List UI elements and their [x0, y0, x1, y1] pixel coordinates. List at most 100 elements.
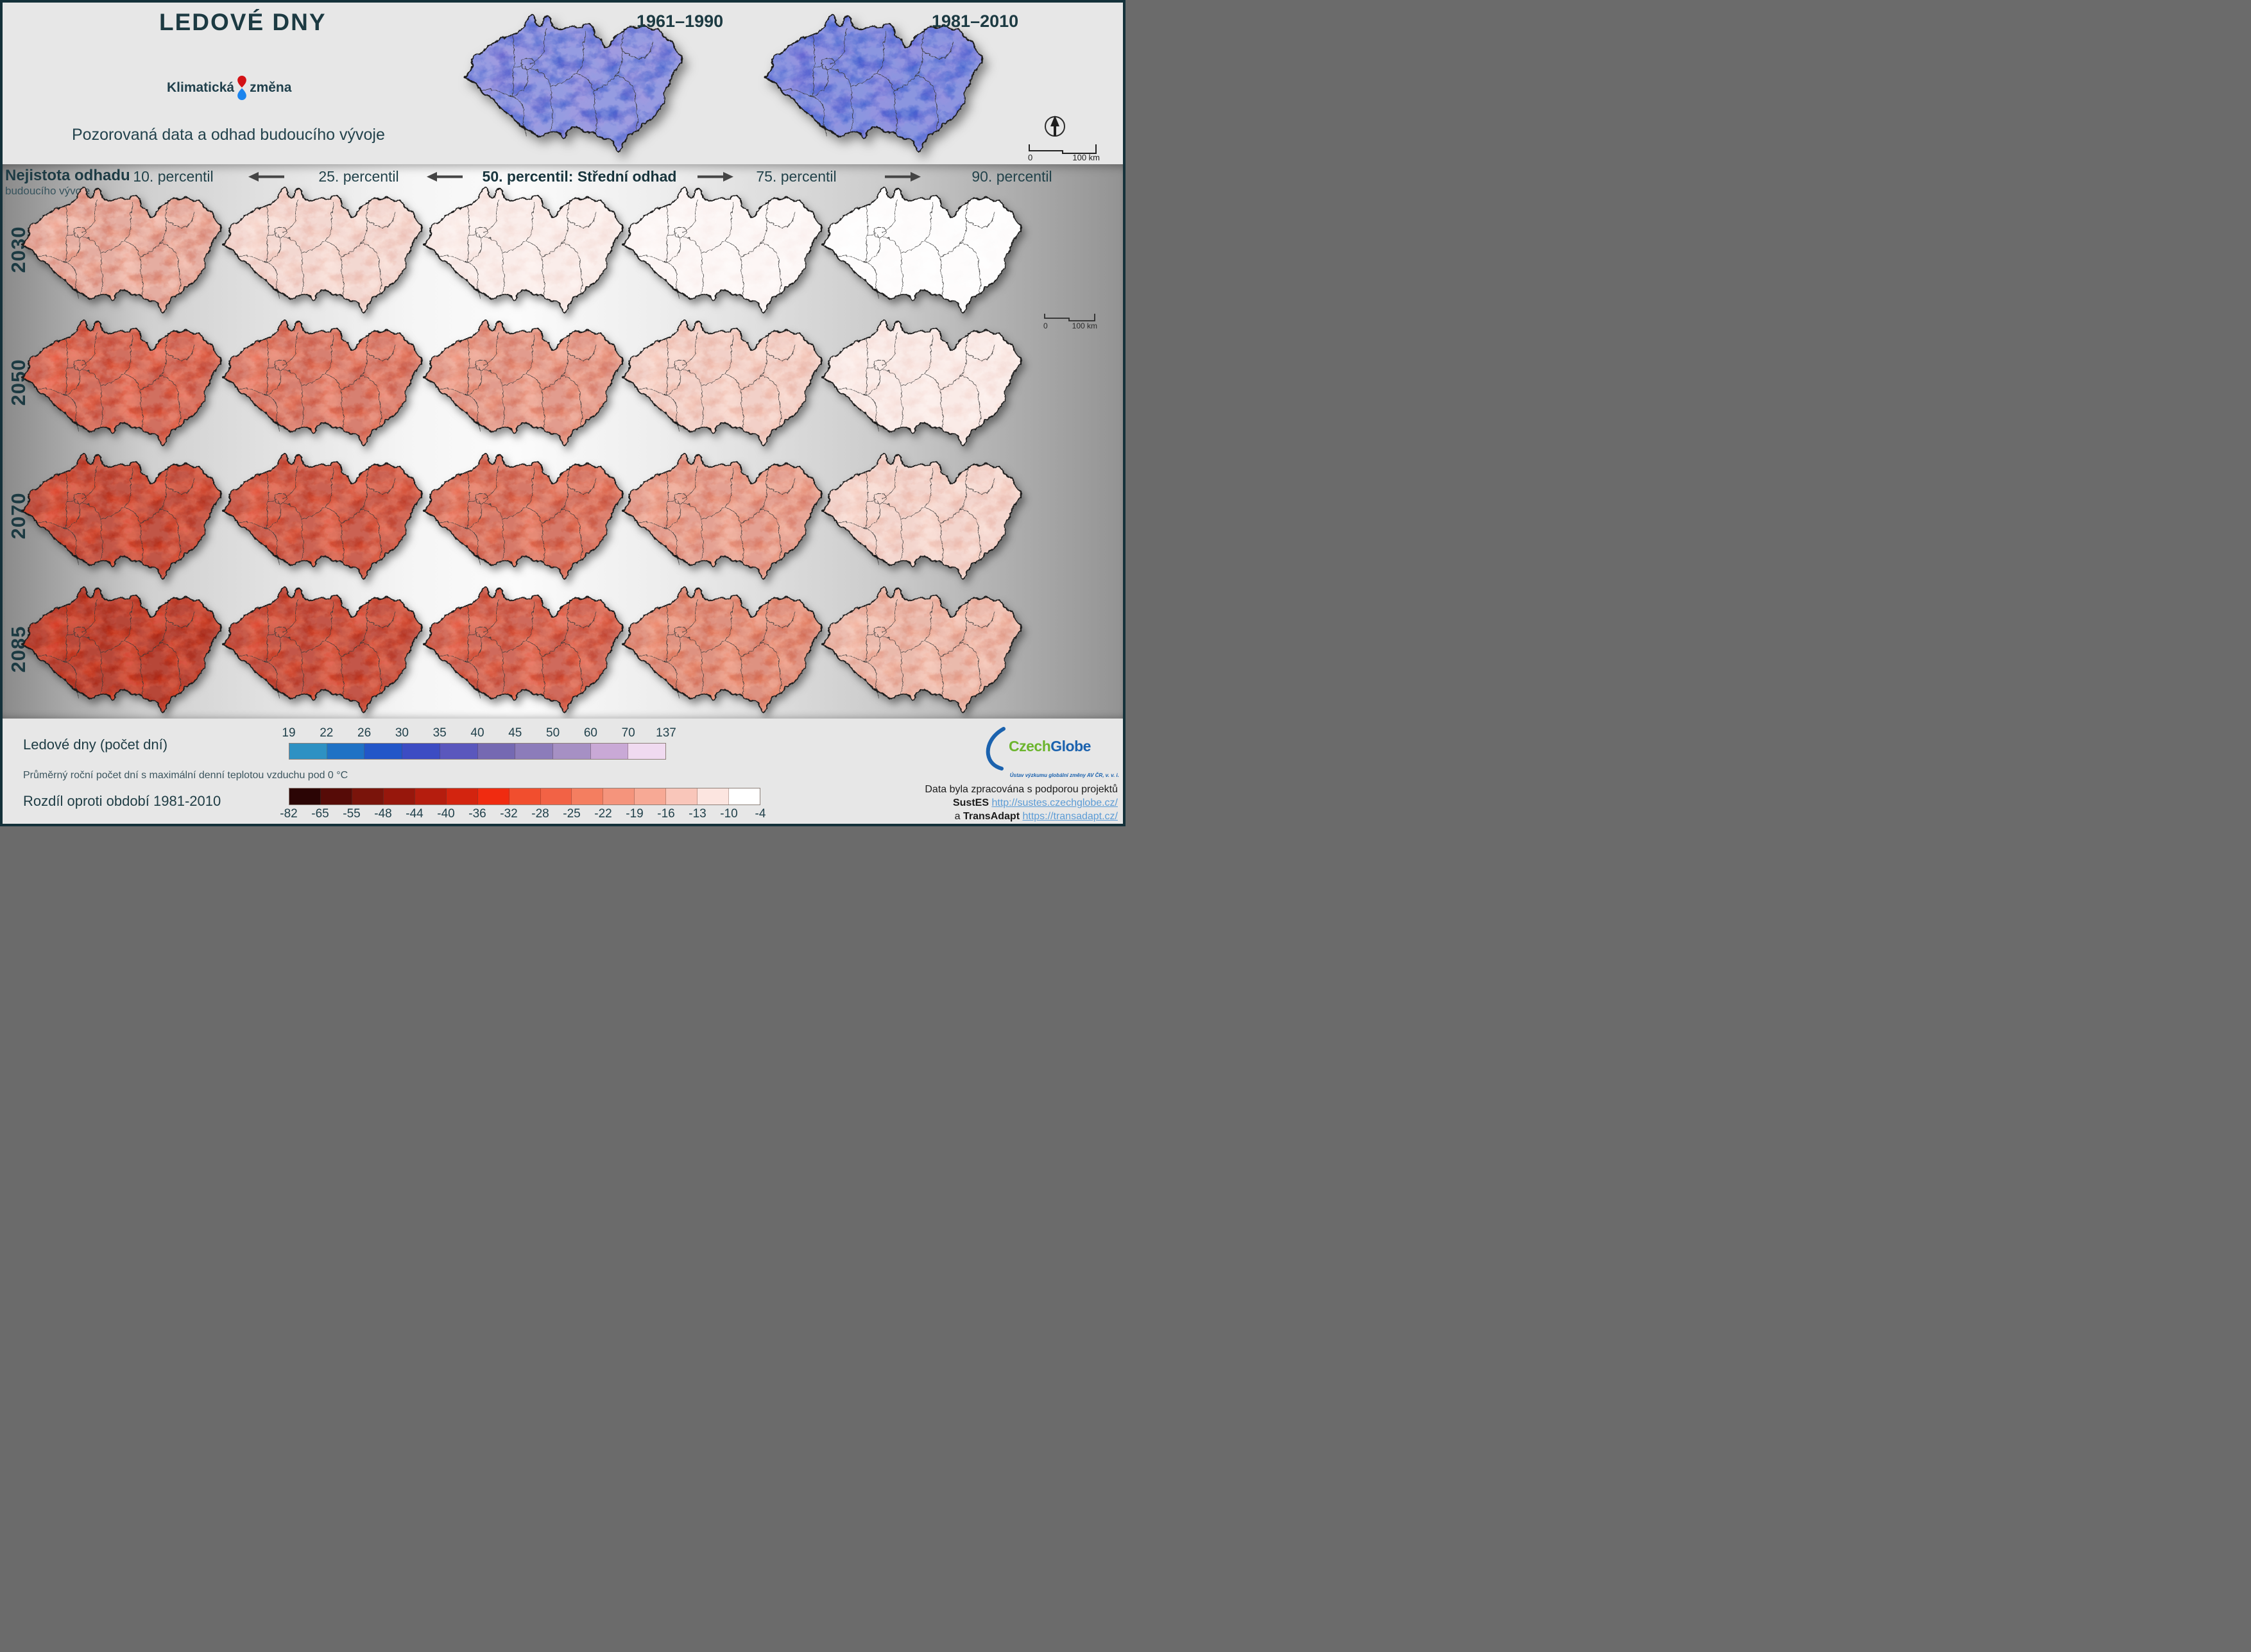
legend-color-segment [446, 788, 478, 805]
legend-color-segment [289, 744, 327, 759]
legend-color-segment [440, 744, 478, 759]
czechglobe-word-globe: Globe [1050, 738, 1091, 754]
column-header-75-percentil: 75. percentil [756, 168, 837, 185]
scale-bar-grid: 0 100 km [1043, 313, 1097, 331]
legend-tick-label: 30 [395, 726, 409, 740]
legend-color-segment [698, 788, 730, 805]
legend-color-segment [352, 788, 384, 805]
map-2050-p50 [420, 314, 625, 452]
legend-color-segment [729, 788, 760, 805]
arrow-left-icon [248, 172, 284, 182]
map-2050-p90 [818, 314, 1023, 452]
map-2070-p75 [619, 447, 824, 585]
legend-color-segment [415, 788, 447, 805]
legend-days-ticks: 19 22 26 30 35 40 45 50 60 70 137 [282, 726, 676, 740]
czechglobe-logo: CzechGlobe Ústav výzkumu globální změny … [984, 726, 1119, 778]
map-2070-p10 [18, 447, 223, 585]
column-header-25-percentil: 25. percentil [318, 168, 399, 185]
legend-diff-title: Rozdíl oproti období 1981-2010 [23, 793, 221, 809]
column-header-50-percentil: 50. percentil: Střední odhad [482, 168, 677, 185]
legend-tick-label: 35 [432, 726, 447, 740]
legend-days-colorbar [289, 743, 666, 760]
credits-line2: SustES http://sustes.czechglobe.cz/ [925, 796, 1118, 810]
legend-color-segment [628, 744, 666, 759]
map-2030-p75 [619, 181, 824, 319]
map-2050-p10 [18, 314, 223, 452]
scale-bar-icon [1029, 144, 1097, 154]
map-2085-p75 [619, 581, 824, 719]
header-panel: LEDOVÉ DNY Klimatická změna Pozorovaná d… [3, 3, 1123, 164]
column-header-90-percentil: 90. percentil [971, 168, 1052, 185]
credits-block: Data byla zpracována s podporou projektů… [925, 783, 1118, 823]
legend-days-title: Ledové dny (počet dní) [23, 737, 168, 753]
legend-tick-label: 137 [656, 726, 676, 740]
map-2030-p10 [18, 181, 223, 319]
scale-zero-label: 0 [1043, 321, 1048, 330]
legend-color-segment [590, 744, 629, 759]
credits-line3: a TransAdapt https://transadapt.cz/ [925, 810, 1118, 823]
map-2050-p25 [219, 314, 424, 452]
scale-bar-icon [1044, 314, 1095, 321]
legend-days-note: Průměrný roční počet dní s maximální den… [23, 770, 348, 781]
legend-color-segment [327, 744, 365, 759]
legend-tick-label: -25 [563, 807, 581, 821]
arrow-left-icon [427, 172, 463, 182]
legend-color-segment [383, 788, 415, 805]
czechglobe-subtitle: Ústav výzkumu globální změny AV ČR, v. v… [1009, 772, 1119, 778]
scale-bar-top: 0 100 km [1028, 144, 1100, 163]
legend-color-segment [572, 788, 604, 805]
map-2070-p50 [420, 447, 625, 585]
two-drops-icon [237, 76, 246, 100]
legend-tick-label: 19 [282, 726, 296, 740]
legend-tick-label: -4 [755, 807, 766, 821]
legend-color-segment [320, 788, 352, 805]
legend-tick-label: 60 [583, 726, 597, 740]
map-2085-p90 [818, 581, 1023, 719]
uncertainty-caption-line2: budoucího vývoje [5, 185, 90, 197]
legend-tick-label: -48 [374, 807, 392, 821]
legend-tick-label: 45 [508, 726, 522, 740]
legend-tick-label: -13 [689, 807, 706, 821]
project-transadapt-label: TransAdapt [963, 811, 1020, 822]
map-2030-p50 [420, 181, 625, 319]
legend-color-segment [552, 744, 591, 759]
arrow-right-icon [698, 172, 733, 182]
legend-diff-ticks: -82 -65 -55 -48 -44 -40 -36 -32 -28 -25 -22 -19 -16-… [280, 807, 766, 821]
conjunction-a: a [954, 811, 961, 822]
page-title: LEDOVÉ DNY [159, 9, 327, 35]
legend-color-segment [477, 788, 509, 805]
transadapt-link[interactable]: https://transadapt.cz/ [1022, 811, 1118, 822]
legend-color-segment [540, 788, 572, 805]
north-arrow-icon [1045, 115, 1065, 137]
legend-color-segment [402, 744, 440, 759]
legend-tick-label: 50 [546, 726, 560, 740]
legend-tick-label: -65 [311, 807, 329, 821]
label-period-1961-1990: 1961–1990 [637, 12, 724, 31]
legend-tick-label: -32 [500, 807, 518, 821]
legend-color-segment [477, 744, 516, 759]
legend-color-segment [289, 788, 321, 805]
legend-tick-label: -36 [468, 807, 486, 821]
legend-color-segment [364, 744, 403, 759]
page-subtitle: Pozorovaná data a odhad budoucího vývoje [72, 126, 385, 144]
label-period-1981-2010: 1981–2010 [932, 12, 1019, 31]
brand-word-2: změna [250, 80, 292, 95]
legend-tick-label: -19 [626, 807, 644, 821]
legend-color-segment [509, 788, 541, 805]
legend-tick-label: -22 [594, 807, 612, 821]
scale-100km-label: 100 km [1072, 153, 1100, 162]
legend-diff-colorbar [289, 788, 760, 805]
legend-tick-label: -16 [657, 807, 675, 821]
map-2070-p90 [818, 447, 1023, 585]
project-sustes-label: SustES [952, 797, 989, 808]
map-2070-p25 [219, 447, 424, 585]
projection-grid-panel: Nejistota odhadu budoucího vývoje 10. pe… [3, 164, 1123, 719]
klimaticka-zmena-logo: Klimatická změna [167, 76, 291, 100]
arrow-right-icon [885, 172, 921, 182]
scale-100km-label: 100 km [1072, 321, 1097, 330]
legend-tick-label: 70 [621, 726, 635, 740]
map-2085-p50 [420, 581, 625, 719]
sustes-link[interactable]: http://sustes.czechglobe.cz/ [991, 797, 1118, 808]
credits-line1: Data byla zpracována s podporou projektů [925, 784, 1118, 795]
czechglobe-wordmark: CzechGlobe [1009, 738, 1091, 755]
